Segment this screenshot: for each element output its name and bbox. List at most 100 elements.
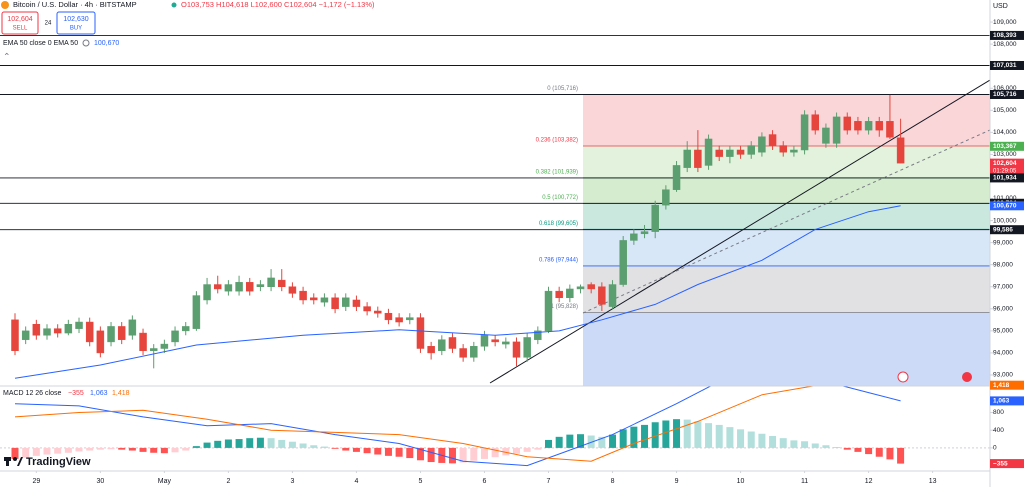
macd-legend: MACD 12 26 close −355 1,063 1,418 (3, 390, 130, 397)
buy-button[interactable] (56, 11, 96, 35)
candle-body (480, 335, 489, 347)
macd-histogram-bar (246, 438, 254, 448)
candle-body (534, 330, 542, 340)
macd-label: −355 (993, 460, 1008, 467)
candle-body (470, 346, 478, 358)
fib-zone (583, 177, 990, 204)
candle-body (149, 348, 158, 351)
candle-body (107, 326, 115, 343)
macd-histogram-bar (54, 447, 62, 454)
candle-body (736, 149, 745, 155)
price-label: 108,393 (993, 32, 1017, 39)
currency-flag-icon[interactable] (962, 372, 972, 382)
sell-price[interactable]: 102,604 (7, 16, 32, 23)
indicator-icon (82, 39, 90, 47)
price-pane (11, 94, 905, 379)
macd-histogram-bar (833, 447, 841, 448)
x-tick-label: 12 (865, 478, 873, 485)
candle-body (416, 317, 425, 349)
x-tick-label: 3 (290, 478, 294, 485)
macd-histogram-bar (811, 443, 819, 448)
candle-body (11, 319, 19, 351)
y-tick-label: 105,000 (993, 107, 1017, 114)
candle-body (64, 323, 73, 334)
y-tick-label: 104,000 (993, 129, 1017, 136)
x-tick-label: 13 (929, 478, 937, 485)
collapse-icon[interactable]: ⌃ (3, 51, 11, 61)
macd-histogram-bar (150, 447, 158, 453)
macd-label-bg (990, 396, 1024, 406)
fib-zone (583, 94, 990, 146)
candle-body (779, 145, 787, 153)
y-tick-label: 101,000 (993, 195, 1017, 202)
buy-price[interactable]: 102,630 (63, 16, 88, 23)
price-label: 102,604 (993, 160, 1017, 167)
candle-body (384, 312, 393, 321)
y-tick-label: 95,000 (993, 328, 1013, 335)
macd-histogram-bar (875, 447, 883, 457)
price-label-bg (990, 60, 1024, 70)
candle-body (704, 138, 713, 166)
fib-zone (583, 312, 990, 386)
candle-body (672, 165, 681, 190)
y-tick-label: 97,000 (993, 283, 1013, 290)
header: Bitcoin / U.S. Dollar · 4h · BITSTAMP O1… (1, 0, 1008, 61)
macd-histogram-bar (11, 447, 19, 459)
macd-y-tick-label: 0 (993, 445, 997, 452)
macd-histogram-bar (545, 439, 552, 448)
macd-histogram-bar (182, 447, 190, 451)
candle-body (224, 284, 233, 292)
macd-histogram-bar (320, 446, 328, 448)
price-label-bg (990, 89, 1024, 99)
candle-body (256, 284, 265, 287)
x-tick-label: 29 (32, 478, 40, 485)
macd-histogram-bar (310, 445, 318, 448)
macd-y-tick-label: 400 (993, 427, 1004, 434)
sell-label[interactable]: SELL (13, 26, 28, 32)
macd-histogram-bar (897, 447, 905, 464)
brand-name: TradingView (26, 456, 91, 468)
y-tick-label: 99,000 (993, 239, 1013, 246)
fib-label: 0.618 (99,605) (539, 221, 578, 227)
x-tick-label: May (158, 478, 172, 485)
x-tick-label: 2 (226, 478, 230, 485)
candle-body (875, 121, 884, 131)
x-tick-label: 7 (547, 478, 551, 485)
y-tick-label: 103,000 (993, 151, 1017, 158)
macd-histogram-bar (737, 429, 745, 448)
trendline-dashed (582, 129, 990, 314)
candle-body (267, 277, 275, 287)
candle-body (523, 337, 531, 358)
logo-part (17, 457, 23, 466)
fib-label: 0.786 (97,944) (539, 257, 578, 263)
candle-body (566, 288, 574, 299)
x-tick-label: 11 (801, 478, 808, 485)
macd-histogram-bar (374, 447, 382, 455)
macd-histogram-bar (630, 426, 638, 448)
candle-body (512, 341, 521, 358)
macd-histogram-bar (96, 447, 104, 450)
macd-histogram-bar (214, 440, 222, 448)
indicator-value: 100,670 (94, 40, 119, 47)
macd-histogram-bar (224, 439, 232, 448)
candle-body (406, 317, 414, 321)
sell-button[interactable] (1, 11, 39, 35)
event-icon[interactable] (897, 371, 909, 383)
indicator-legend: EMA 50 close 0 EMA 50 (3, 40, 78, 47)
x-tick-label: 6 (483, 478, 487, 485)
macd-y-tick-label: 800 (993, 409, 1004, 416)
price-label: 103,367 (993, 143, 1017, 150)
x-tick-label: 8 (611, 478, 615, 485)
candle-body (608, 284, 617, 307)
candle-body (128, 319, 137, 336)
candle-body (85, 321, 94, 343)
macd-histogram-bar (342, 447, 350, 451)
macd-histogram-bar (779, 438, 787, 448)
candle-body (288, 286, 297, 294)
buy-label[interactable]: BUY (70, 26, 82, 32)
price-label: 100,670 (993, 203, 1017, 210)
status-dot (171, 2, 177, 8)
macd-histogram-bar (128, 447, 136, 451)
price-label: 107,031 (993, 62, 1017, 69)
y-tick-label: 106,000 (993, 85, 1017, 92)
